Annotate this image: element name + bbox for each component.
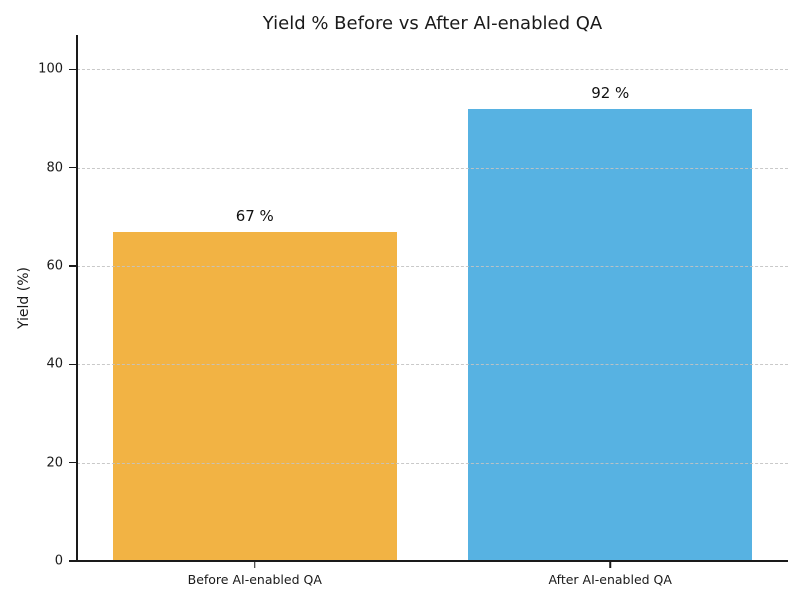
y-tick-label-40: 40 [46, 356, 63, 372]
y-tick-mark-60 [69, 265, 76, 267]
x-tick-mark [609, 562, 611, 568]
y-tick-mark-100 [69, 68, 76, 71]
x-tick-label: After AI-enabled QA [548, 572, 672, 587]
bar-before [112, 231, 397, 561]
y-tick-mark-0 [69, 560, 76, 562]
y-tick-mark-40 [69, 363, 76, 366]
bar-value-label: 67 % [235, 206, 274, 225]
x-axis-spine [76, 560, 788, 562]
gridline-y-80 [77, 167, 788, 169]
y-tick-label-0: 0 [54, 553, 63, 569]
y-tick-label-20: 20 [46, 455, 63, 471]
gridline-y-60 [77, 266, 788, 268]
gridline-y-40 [77, 364, 788, 366]
plot-area: 0 20 40 60 80 100 67 % Before AI-enabled QA 92 %… [38, 35, 788, 587]
y-axis-spine [76, 35, 78, 561]
chart-title: Yield % Before vs After AI-enabled QA [262, 13, 603, 34]
bar-after [468, 108, 753, 561]
gridline-y-20 [77, 462, 788, 464]
y-tick-label-100: 100 [38, 61, 63, 77]
y-tick-mark-20 [69, 461, 76, 464]
bar-value-label: 92 % [591, 83, 630, 102]
y-tick-label-80: 80 [46, 160, 63, 176]
y-tick-mark-80 [69, 166, 76, 169]
y-tick-label-60: 60 [46, 258, 63, 274]
x-tick-label: Before AI-enabled QA [187, 572, 322, 587]
y-axis-label: Yield (%) [16, 266, 32, 330]
x-tick-mark [254, 562, 256, 568]
gridline-y-100 [77, 69, 788, 71]
